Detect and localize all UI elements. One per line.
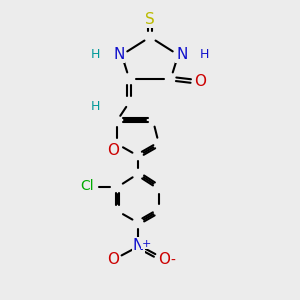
Text: H: H: [91, 100, 101, 113]
Text: -: -: [171, 254, 176, 268]
Text: O: O: [107, 252, 119, 267]
Text: H: H: [91, 48, 101, 61]
Text: O: O: [194, 74, 206, 88]
Text: O: O: [158, 252, 170, 267]
Text: O: O: [107, 142, 119, 158]
Text: H: H: [200, 48, 209, 61]
Text: N: N: [132, 238, 144, 253]
Text: N: N: [176, 47, 188, 62]
Text: N: N: [113, 47, 124, 62]
Text: S: S: [145, 12, 155, 27]
Text: Cl: Cl: [80, 179, 94, 193]
Text: +: +: [142, 238, 151, 249]
